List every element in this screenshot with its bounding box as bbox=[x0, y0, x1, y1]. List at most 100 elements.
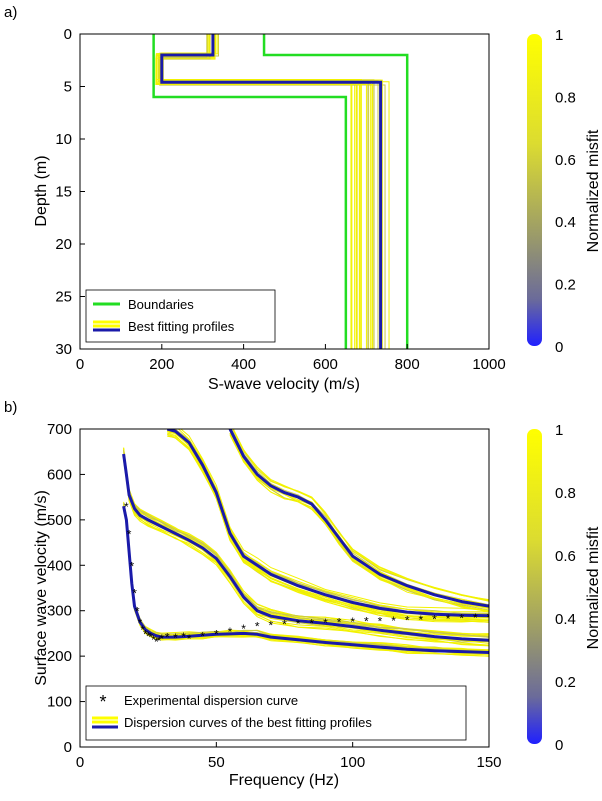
b-experimental-point: * bbox=[459, 612, 464, 626]
a-boundary-line bbox=[152, 34, 348, 349]
b-experimental-point: * bbox=[214, 627, 219, 641]
b-experimental-point: * bbox=[364, 615, 369, 629]
b-experimental-point: * bbox=[446, 612, 451, 626]
b-best-curve-mode-3 bbox=[228, 429, 489, 608]
b-experimental-point: * bbox=[143, 627, 148, 641]
b-experimental-point: * bbox=[405, 613, 410, 627]
b-ensemble-curve bbox=[167, 433, 489, 622]
panel-a-colorbar: 1 0.8 0.6 0.4 0.2 0 Normalized misfit bbox=[527, 27, 602, 356]
b-experimental-point: * bbox=[151, 633, 156, 647]
b-xtick-label: 100 bbox=[340, 754, 365, 771]
b-xtick-label: 50 bbox=[208, 754, 225, 771]
b-experimental-point: * bbox=[127, 527, 132, 541]
b-ensemble-curve bbox=[123, 451, 489, 637]
b-experimental-point: * bbox=[323, 616, 328, 630]
colorbar-tick-label: 0.8 bbox=[555, 485, 576, 502]
b-ytick-label: 200 bbox=[47, 648, 72, 665]
b-ensemble-curve bbox=[123, 460, 489, 646]
b-experimental-point: * bbox=[146, 630, 151, 644]
b-experimental-point: * bbox=[129, 559, 134, 573]
b-experimental-point: * bbox=[154, 635, 159, 649]
b-xtick-label: 150 bbox=[476, 754, 501, 771]
b-ytick-label: 500 bbox=[47, 512, 72, 529]
b-best-curve-mode-0 bbox=[122, 505, 489, 654]
a-ytick-label: 0 bbox=[64, 26, 72, 43]
legend-experimental-marker: * bbox=[99, 692, 106, 712]
a-xtick-label: 600 bbox=[313, 356, 338, 373]
colorbar-tick-label: 1 bbox=[555, 27, 563, 44]
b-experimental-point: * bbox=[391, 614, 396, 628]
b-ensemble-curve bbox=[167, 435, 489, 623]
b-ytick-label: 600 bbox=[47, 466, 72, 483]
a-xtick-label: 200 bbox=[149, 356, 174, 373]
b-experimental-point: * bbox=[187, 632, 192, 646]
b-experimental-point: * bbox=[296, 617, 301, 631]
a-boundary-line bbox=[262, 34, 409, 349]
b-experimental-point: * bbox=[418, 613, 423, 627]
b-experimental-point: * bbox=[255, 619, 260, 633]
b-experimental-point: * bbox=[378, 614, 383, 628]
legend-dispersion-label: Dispersion curves of the best fitting pr… bbox=[124, 715, 372, 730]
b-ytick-label: 400 bbox=[47, 557, 72, 574]
panel-a-legend: Boundaries Best fitting profiles bbox=[85, 289, 276, 343]
colorbar-tick-label: 0 bbox=[555, 737, 563, 754]
colorbar-tick-label: 0.6 bbox=[555, 548, 576, 565]
panel-a-ylabel: Depth (m) bbox=[33, 155, 50, 226]
b-best-curve-mode-1 bbox=[122, 453, 489, 642]
b-experimental-point: * bbox=[269, 618, 274, 632]
a-ytick-label: 20 bbox=[55, 236, 72, 253]
b-ensemble-curve bbox=[177, 429, 489, 613]
a-xtick-label: 1000 bbox=[472, 356, 505, 373]
b-experimental-point: * bbox=[241, 622, 246, 636]
b-experimental-point: * bbox=[337, 616, 342, 630]
panel-a-xlabel: S-wave velocity (m/s) bbox=[208, 376, 360, 393]
a-ytick-label: 30 bbox=[55, 341, 72, 358]
b-experimental-point: * bbox=[432, 612, 437, 626]
a-xtick-label: 800 bbox=[395, 356, 420, 373]
b-experimental-point: * bbox=[135, 605, 140, 619]
a-ytick-label: 5 bbox=[64, 79, 72, 96]
b-experimental-point: * bbox=[181, 630, 186, 644]
a-xtick-label: 0 bbox=[76, 356, 84, 373]
legend-best-label: Best fitting profiles bbox=[128, 319, 235, 334]
b-experimental-point: * bbox=[473, 611, 478, 625]
colorbar-tick-label: 0.4 bbox=[555, 214, 576, 231]
colorbar-tick-label: 0.2 bbox=[555, 277, 576, 294]
b-experimental-point: * bbox=[149, 631, 154, 645]
b-xtick-label: 0 bbox=[76, 754, 84, 771]
legend-boundaries-label: Boundaries bbox=[128, 297, 194, 312]
panel-label-b: b) bbox=[4, 399, 17, 416]
b-experimental-point: * bbox=[157, 634, 162, 648]
b-experimental-point: * bbox=[138, 616, 143, 630]
b-ytick-label: 0 bbox=[64, 739, 72, 756]
b-experimental-point: * bbox=[282, 617, 287, 631]
b-experimental-point: * bbox=[124, 500, 129, 514]
colorbar-tick-label: 0.6 bbox=[555, 152, 576, 169]
b-experimental-point: * bbox=[173, 631, 178, 645]
a-ensemble-profile bbox=[155, 34, 367, 349]
colorbar-tick-label: 0.2 bbox=[555, 674, 576, 691]
panel-b-ylabel: Surface wave velocity (m/s) bbox=[33, 490, 50, 686]
colorbar-tick-label: 0.8 bbox=[555, 89, 576, 106]
a-xtick-label: 400 bbox=[231, 356, 256, 373]
b-ytick-label: 100 bbox=[47, 694, 72, 711]
b-ensemble-curve bbox=[123, 459, 489, 647]
a-ensemble-profile bbox=[157, 34, 383, 349]
a-best-profile bbox=[160, 34, 383, 349]
b-ensemble-curve bbox=[232, 429, 489, 601]
colorbar-tick-label: 0 bbox=[555, 339, 563, 356]
panel-b-colorbar: 1 0.8 0.6 0.4 0.2 0 Normalized misfit bbox=[527, 422, 602, 754]
panel-a-colorbar-label: Normalized misfit bbox=[585, 129, 602, 252]
legend-experimental-label: Experimental dispersion curve bbox=[124, 693, 298, 708]
b-experimental-point: * bbox=[140, 623, 145, 637]
b-experimental-point: * bbox=[165, 631, 170, 645]
b-experimental-point: * bbox=[487, 611, 492, 625]
colorbar-tick-label: 0.4 bbox=[555, 611, 576, 628]
b-ytick-label: 700 bbox=[47, 421, 72, 438]
b-ensemble-curve bbox=[180, 429, 489, 612]
b-experimental-point: * bbox=[350, 615, 355, 629]
panel-b-legend: * Experimental dispersion curve Dispersi… bbox=[85, 685, 467, 741]
a-ytick-label: 15 bbox=[55, 184, 72, 201]
b-experimental-point: * bbox=[309, 617, 314, 631]
